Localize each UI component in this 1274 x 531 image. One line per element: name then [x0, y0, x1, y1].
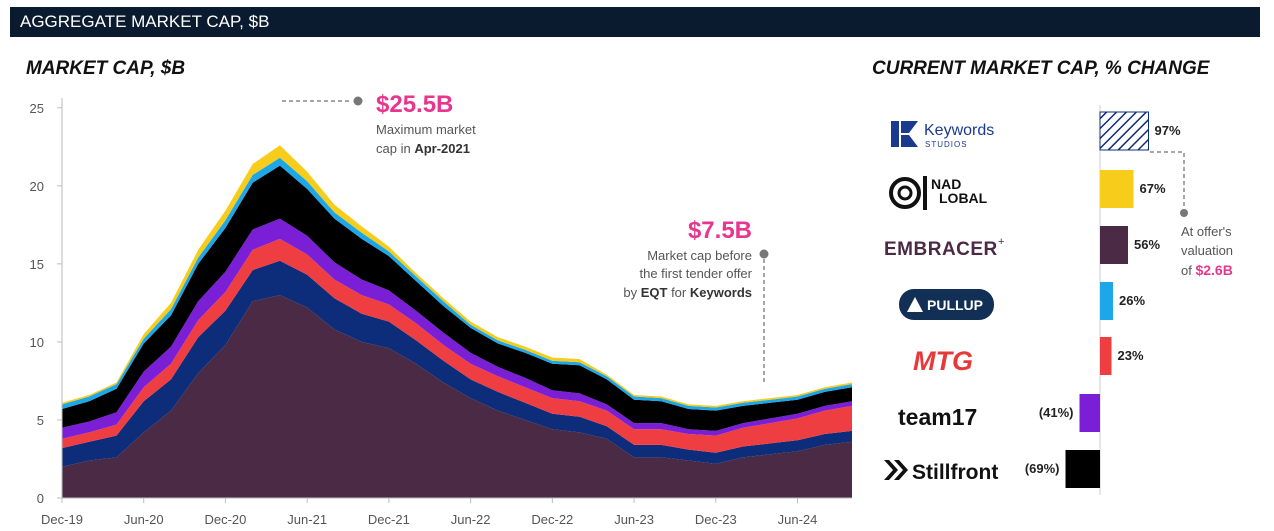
header-bar: AGGREGATE MARKET CAP, $B	[10, 7, 1260, 37]
bar-label-mtg: 23%	[1118, 348, 1144, 363]
enad-mark-icon	[889, 176, 927, 210]
area-series-mtg	[62, 238, 852, 453]
area-series-embracer	[62, 295, 852, 498]
embracer-logo-text: EMBRACER	[884, 239, 998, 260]
logo-enad-global: NAD LOBAL	[889, 176, 988, 210]
max-note-line2: cap in Apr-2021	[376, 141, 470, 156]
y-tick-label: 20	[30, 179, 44, 194]
keywords-mark-icon	[891, 121, 918, 147]
y-tick-label: 10	[30, 335, 44, 350]
offer-leader-dot	[1180, 209, 1188, 217]
logo-embracer: EMBRACER +	[884, 236, 1004, 260]
offer-annotation: At offer's valuation of $2.6B	[1150, 151, 1233, 278]
x-tick-label: Dec-23	[695, 512, 737, 527]
keywords-logo-text: Keywords	[924, 122, 994, 139]
x-tick-label: Dec-19	[41, 512, 83, 527]
x-tick-label: Dec-22	[531, 512, 573, 527]
team17-logo-text: team17	[898, 404, 977, 430]
tender-note-keywords: Keywords	[690, 285, 752, 300]
bar-label-pullup: 26%	[1119, 293, 1145, 308]
tender-note-eqt: EQT	[641, 285, 668, 300]
keywords-logo-subtext: STUDIOS	[925, 140, 968, 149]
enad-logo-line1: NAD	[931, 176, 961, 192]
y-tick-label: 25	[30, 101, 44, 116]
offer-leader-line	[1150, 151, 1185, 210]
logo-keywords-studios: Keywords STUDIOS	[891, 121, 994, 149]
tender-note-line2: the first tender offer	[640, 266, 753, 281]
area-series-keywords-studios	[62, 165, 852, 431]
bar-team17	[1079, 394, 1100, 432]
max-note-prefix: cap in	[376, 141, 414, 156]
x-tick-label: Jun-23	[614, 512, 654, 527]
area-series-stillfront	[62, 260, 852, 467]
stillfront-mark-icon	[884, 460, 908, 480]
bar-label-embracer: 56%	[1134, 237, 1160, 252]
pullup-mark-icon	[907, 297, 923, 312]
logo-pullup: PULLUP	[899, 289, 994, 320]
pullup-logo-text: PULLUP	[927, 297, 983, 313]
pullup-badge	[899, 289, 994, 320]
tender-note-line1: Market cap before	[647, 248, 752, 263]
enad-logo-line2: LOBAL	[939, 190, 988, 206]
y-tick-label: 5	[37, 413, 44, 428]
x-tick-label: Jun-21	[287, 512, 327, 527]
bar-chart-title: CURRENT MARKET CAP, % CHANGE	[872, 58, 1210, 79]
tender-leader-dot	[759, 249, 769, 259]
x-tick-label: Jun-22	[451, 512, 491, 527]
bar-layer: 97% 67% 56% 26% 23% (41%) (69%)	[1025, 105, 1181, 495]
x-tick-label: Dec-20	[204, 512, 246, 527]
embracer-plus-icon: +	[998, 236, 1004, 248]
max-value: $25.5B	[376, 91, 453, 118]
bar-label-keywords-studios: 97%	[1155, 123, 1181, 138]
tender-annotation: $7.5B Market cap before the first tender…	[623, 217, 769, 382]
offer-note-line2: valuation	[1181, 243, 1233, 258]
bar-stillfront	[1065, 450, 1100, 488]
max-leader-dot	[353, 96, 363, 106]
logo-mtg: MTG	[913, 346, 973, 376]
tender-note-prefix: by	[623, 285, 640, 300]
offer-note-value: $2.6B	[1195, 262, 1232, 278]
header-title: AGGREGATE MARKET CAP, $B	[20, 12, 270, 31]
bar-label-team17: (41%)	[1039, 405, 1074, 420]
bar-embracer	[1100, 226, 1128, 264]
tender-note-mid: for	[667, 285, 689, 300]
bar-pullup	[1100, 282, 1113, 320]
logo-team17: team17	[898, 404, 977, 430]
bar-keywords-studios	[1099, 111, 1149, 151]
stillfront-logo-text: Stillfront	[912, 461, 998, 484]
max-annotation: $25.5B Maximum market cap in Apr-2021	[282, 91, 476, 156]
bar-label-stillfront: (69%)	[1025, 461, 1060, 476]
bar-label-enad-global-7: 67%	[1140, 181, 1166, 196]
logo-stillfront: Stillfront	[884, 460, 998, 484]
y-tick-label: 0	[37, 491, 44, 506]
offer-note-line3: of $2.6B	[1181, 262, 1233, 278]
mtg-logo-text: MTG	[913, 346, 973, 376]
area-chart-title: MARKET CAP, $B	[26, 58, 186, 79]
x-tick-label: Jun-20	[124, 512, 164, 527]
max-note-line1: Maximum market	[376, 122, 476, 137]
x-tick-label: Jun-24	[778, 512, 818, 527]
area-layer	[62, 145, 852, 498]
axis-layer: 0 5 10 15 20 25 Dec-19 Jun-20 Dec-20 Jun-21 Dec-21…	[30, 98, 852, 527]
offer-note-line1: At offer's	[1181, 224, 1232, 239]
bar-mtg	[1100, 337, 1112, 375]
y-tick-label: 15	[30, 257, 44, 272]
x-tick-label: Dec-21	[368, 512, 410, 527]
bar-enad-global-7	[1100, 170, 1134, 208]
tender-value: $7.5B	[688, 217, 752, 244]
offer-note-prefix: of	[1181, 263, 1195, 278]
max-note-date: Apr-2021	[414, 141, 470, 156]
tender-note-line3: by EQT for Keywords	[623, 285, 752, 300]
